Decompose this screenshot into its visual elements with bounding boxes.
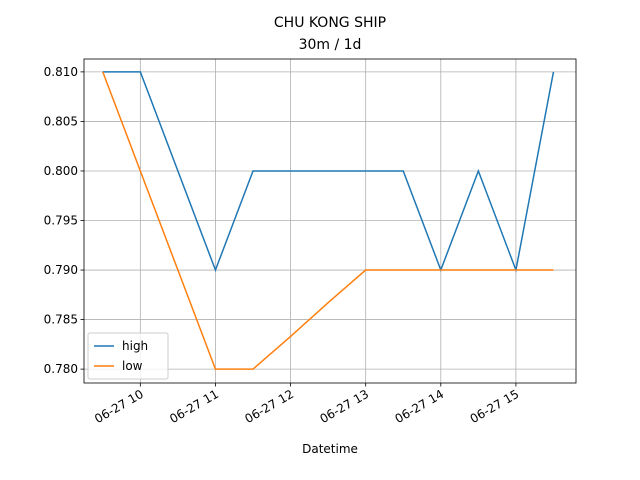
y-tick-label: 0.800	[44, 164, 78, 178]
x-tick-label: 06-27 10	[92, 387, 146, 426]
chart-title: CHU KONG SHIP	[274, 15, 386, 31]
plot-frame	[83, 58, 577, 384]
legend-box	[87, 332, 169, 380]
y-tick-label: 0.780	[44, 362, 78, 376]
legend-label: low	[122, 359, 143, 373]
x-tick-label: 06-27 14	[393, 387, 447, 426]
y-tick-label: 0.810	[44, 65, 78, 79]
line-series	[102, 71, 554, 370]
x-tick-label: 06-27 15	[468, 387, 522, 426]
y-tick-label: 0.795	[44, 214, 78, 228]
y-tick-label: 0.790	[44, 263, 78, 277]
line-series	[102, 71, 555, 273]
legend-label: high	[122, 339, 148, 353]
x-tick-label: 06-27 13	[317, 387, 371, 426]
y-tick-label: 0.785	[44, 313, 78, 327]
chart-subtitle: 30m / 1d	[299, 37, 362, 53]
x-tick-label: 06-27 12	[242, 387, 296, 426]
x-axis-label: Datetime	[302, 442, 358, 456]
x-tick-label: 06-27 11	[167, 387, 221, 426]
y-tick-label: 0.805	[44, 114, 78, 128]
